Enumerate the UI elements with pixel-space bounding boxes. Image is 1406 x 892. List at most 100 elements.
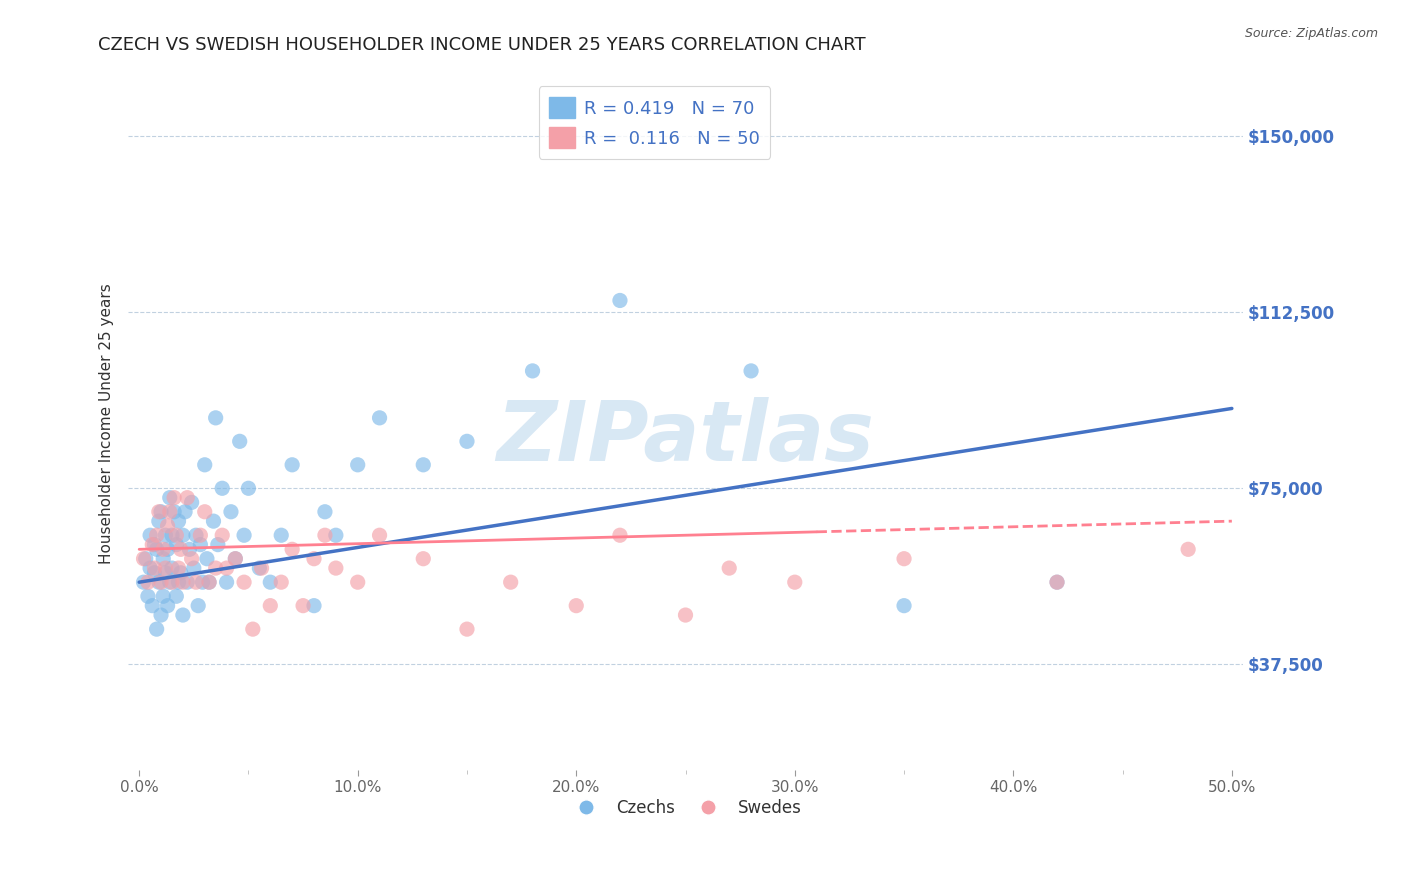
Point bbox=[172, 528, 194, 542]
Point bbox=[139, 528, 162, 542]
Point bbox=[242, 622, 264, 636]
Point bbox=[165, 589, 187, 603]
Point bbox=[202, 514, 225, 528]
Point bbox=[522, 364, 544, 378]
Point bbox=[172, 608, 194, 623]
Point bbox=[191, 575, 214, 590]
Text: Source: ZipAtlas.com: Source: ZipAtlas.com bbox=[1244, 27, 1378, 40]
Point bbox=[314, 505, 336, 519]
Point bbox=[1046, 575, 1069, 590]
Point bbox=[190, 528, 212, 542]
Point bbox=[292, 599, 315, 613]
Point bbox=[211, 481, 233, 495]
Point bbox=[159, 491, 181, 505]
Point bbox=[190, 538, 212, 552]
Point bbox=[233, 575, 256, 590]
Point bbox=[259, 599, 281, 613]
Point bbox=[456, 622, 478, 636]
Point bbox=[155, 561, 177, 575]
Point bbox=[247, 561, 270, 575]
Point bbox=[1046, 575, 1069, 590]
Point bbox=[259, 575, 281, 590]
Point bbox=[136, 575, 159, 590]
Point bbox=[143, 566, 166, 580]
Point bbox=[238, 481, 260, 495]
Point bbox=[143, 538, 166, 552]
Point bbox=[215, 575, 238, 590]
Y-axis label: Householder Income Under 25 years: Householder Income Under 25 years bbox=[100, 284, 114, 564]
Point bbox=[159, 575, 181, 590]
Point bbox=[160, 561, 183, 575]
Point bbox=[325, 561, 347, 575]
Point bbox=[204, 561, 226, 575]
Point bbox=[141, 599, 163, 613]
Point bbox=[155, 566, 177, 580]
Point bbox=[156, 599, 179, 613]
Point bbox=[180, 551, 202, 566]
Point bbox=[740, 364, 762, 378]
Point bbox=[145, 622, 167, 636]
Point bbox=[207, 538, 229, 552]
Point bbox=[167, 575, 190, 590]
Point bbox=[167, 561, 190, 575]
Point bbox=[159, 505, 181, 519]
Point bbox=[160, 575, 183, 590]
Text: ZIPatlas: ZIPatlas bbox=[496, 397, 875, 478]
Point bbox=[156, 542, 179, 557]
Point bbox=[250, 561, 273, 575]
Point bbox=[136, 589, 159, 603]
Point bbox=[194, 505, 217, 519]
Point bbox=[609, 293, 631, 308]
Point bbox=[565, 599, 588, 613]
Point bbox=[219, 505, 242, 519]
Point bbox=[211, 528, 233, 542]
Point bbox=[224, 551, 246, 566]
Point bbox=[165, 528, 187, 542]
Point bbox=[270, 528, 292, 542]
Point bbox=[156, 519, 179, 533]
Point bbox=[412, 551, 434, 566]
Point bbox=[184, 575, 207, 590]
Point bbox=[198, 575, 221, 590]
Point bbox=[145, 528, 167, 542]
Text: CZECH VS SWEDISH HOUSEHOLDER INCOME UNDER 25 YEARS CORRELATION CHART: CZECH VS SWEDISH HOUSEHOLDER INCOME UNDE… bbox=[98, 36, 866, 54]
Point bbox=[170, 542, 193, 557]
Point bbox=[224, 551, 246, 566]
Point bbox=[139, 561, 162, 575]
Point bbox=[187, 599, 209, 613]
Point bbox=[314, 528, 336, 542]
Point bbox=[183, 561, 205, 575]
Point bbox=[148, 514, 170, 528]
Point bbox=[609, 528, 631, 542]
Point bbox=[150, 608, 173, 623]
Point bbox=[194, 458, 217, 472]
Point bbox=[346, 575, 368, 590]
Point bbox=[176, 491, 198, 505]
Point bbox=[198, 575, 221, 590]
Point bbox=[163, 505, 186, 519]
Point bbox=[145, 542, 167, 557]
Point bbox=[172, 575, 194, 590]
Point bbox=[141, 538, 163, 552]
Point bbox=[132, 575, 155, 590]
Point bbox=[1177, 542, 1199, 557]
Point bbox=[412, 458, 434, 472]
Point bbox=[346, 458, 368, 472]
Point bbox=[155, 528, 177, 542]
Point bbox=[174, 505, 197, 519]
Point bbox=[718, 561, 741, 575]
Point bbox=[302, 551, 325, 566]
Point bbox=[170, 566, 193, 580]
Point bbox=[325, 528, 347, 542]
Point bbox=[270, 575, 292, 590]
Point bbox=[281, 542, 304, 557]
Point bbox=[215, 561, 238, 575]
Point bbox=[165, 538, 187, 552]
Point bbox=[184, 528, 207, 542]
Point bbox=[160, 528, 183, 542]
Point bbox=[302, 599, 325, 613]
Point bbox=[148, 505, 170, 519]
Point bbox=[150, 575, 173, 590]
Point bbox=[893, 551, 915, 566]
Point bbox=[233, 528, 256, 542]
